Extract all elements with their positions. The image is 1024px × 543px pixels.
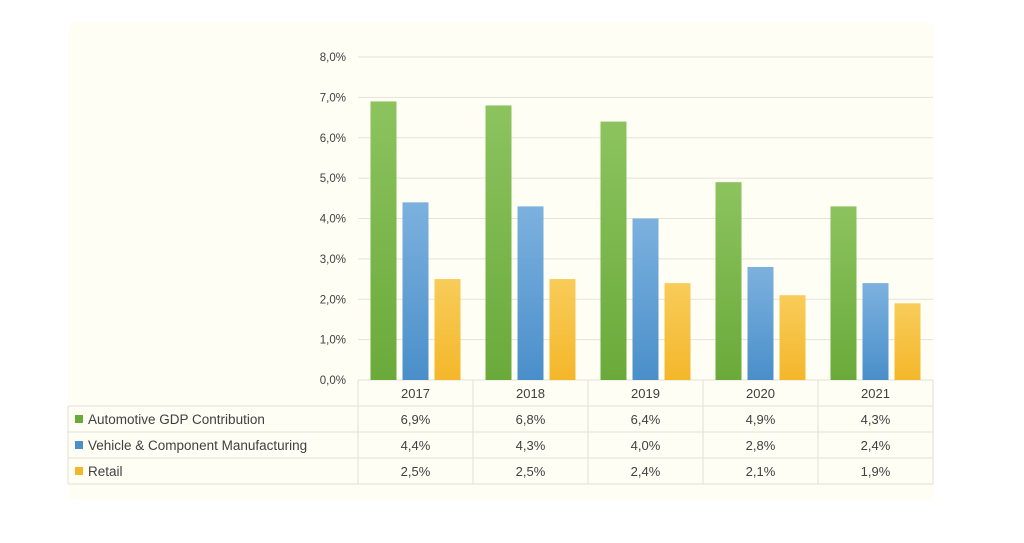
- x-tick-label: 2017: [401, 386, 430, 401]
- data-label: 4,4%: [401, 438, 431, 453]
- y-tick-label: 8,0%: [320, 52, 346, 64]
- legend-swatch: [75, 415, 83, 423]
- bar-2019-series-2: [664, 283, 691, 380]
- data-label: 6,8%: [516, 412, 546, 427]
- data-label: 4,3%: [861, 412, 891, 427]
- legend-swatch: [75, 441, 83, 449]
- x-tick-label: 2019: [631, 386, 660, 401]
- legend-label: Automotive GDP Contribution: [88, 412, 265, 427]
- data-label: 6,4%: [631, 412, 661, 427]
- y-axis-ticks: 0,0% 1,0% 2,0% 3,0% 4,0% 5,0% 6,0% 7,0% 8,0%: [320, 52, 346, 387]
- y-tick-label: 5,0%: [320, 173, 346, 185]
- data-label: 2,1%: [746, 464, 776, 479]
- data-label: 4,9%: [746, 412, 776, 427]
- x-tick-label: 2021: [861, 386, 890, 401]
- y-tick-label: 0,0%: [320, 375, 346, 387]
- data-label: 1,9%: [861, 464, 891, 479]
- legend-label: Vehicle & Component Manufacturing: [88, 438, 307, 453]
- data-label: 2,8%: [746, 438, 776, 453]
- data-table: 2017 2018 2019 2020 2021 Automotive GDP Contr…: [67, 380, 934, 485]
- bar-2017-series-0: [370, 101, 397, 380]
- bar-2020-series-1: [747, 266, 774, 380]
- bar-2019-series-1: [632, 218, 659, 380]
- legend-swatch: [75, 467, 83, 475]
- bar-2018-series-1: [517, 206, 544, 380]
- bar-2020-series-0: [715, 182, 742, 380]
- bar-2019-series-0: [600, 121, 627, 380]
- bar-2018-series-2: [549, 279, 576, 380]
- data-label: 2,4%: [631, 464, 661, 479]
- y-tick-label: 3,0%: [320, 254, 346, 266]
- data-label: 2,4%: [861, 438, 891, 453]
- bar-2021-series-2: [894, 303, 921, 380]
- x-tick-label: 2020: [746, 386, 775, 401]
- data-label: 2,5%: [401, 464, 431, 479]
- data-label: 2,5%: [516, 464, 546, 479]
- y-tick-label: 1,0%: [320, 335, 346, 347]
- bar-2021-series-1: [862, 283, 889, 380]
- y-tick-label: 2,0%: [320, 294, 346, 306]
- data-label: 4,3%: [516, 438, 546, 453]
- bar-2020-series-2: [779, 295, 806, 380]
- y-tick-label: 4,0%: [320, 214, 346, 226]
- bar-2017-series-2: [434, 279, 461, 380]
- bars: [370, 101, 921, 380]
- x-tick-label: 2018: [516, 386, 545, 401]
- y-tick-label: 6,0%: [320, 133, 346, 145]
- data-label: 6,9%: [401, 412, 431, 427]
- bar-2018-series-0: [485, 105, 512, 380]
- data-label: 4,0%: [631, 438, 661, 453]
- legend-label: Retail: [88, 464, 123, 479]
- bar-2017-series-1: [402, 202, 429, 380]
- y-tick-label: 7,0%: [320, 92, 346, 104]
- bar-2021-series-0: [830, 206, 857, 380]
